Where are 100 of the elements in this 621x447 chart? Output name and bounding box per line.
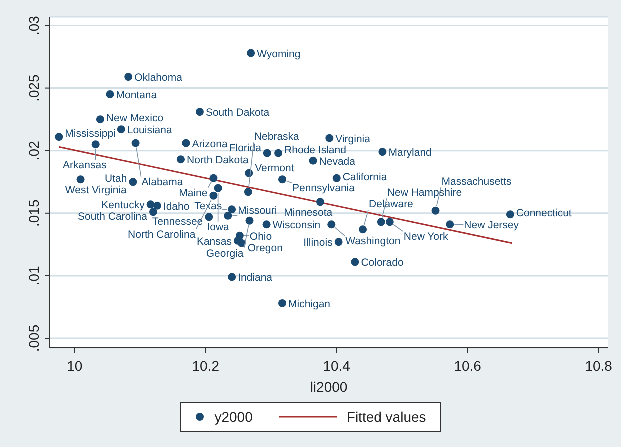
x-tick-label: 10 <box>67 358 83 374</box>
annotation: Missouri <box>238 204 278 217</box>
point <box>238 239 246 248</box>
point <box>228 206 236 214</box>
annotation: Oregon <box>248 242 284 254</box>
annotation: New Mexico <box>106 112 164 125</box>
annotation: Ohio <box>250 230 272 243</box>
point <box>146 200 155 209</box>
point <box>326 134 334 142</box>
annotation: Alabama <box>142 176 184 188</box>
x-axis-title: li2000 <box>310 379 348 395</box>
point <box>432 206 440 215</box>
annotation: Kentucky <box>102 200 146 212</box>
point <box>76 176 85 184</box>
point <box>96 116 104 124</box>
point <box>263 149 272 158</box>
annotation: Connecticut <box>516 208 572 220</box>
point <box>386 218 394 226</box>
point <box>328 220 336 229</box>
annotation: Indiana <box>238 272 273 284</box>
annotation: Nebraska <box>254 131 300 144</box>
point <box>182 139 190 148</box>
annotation: New Hampshire <box>387 187 462 200</box>
point <box>244 188 252 196</box>
point <box>153 202 162 210</box>
annotation: Arkansas <box>63 160 107 172</box>
annotation: Mississippi <box>65 128 116 140</box>
annotation: Illinois <box>304 237 333 250</box>
legend-label: Fitted values <box>346 409 426 425</box>
annotation: Rhode Island <box>284 144 347 156</box>
point <box>129 178 138 186</box>
annotation: Iowa <box>207 221 230 234</box>
y-tick-label: .025 <box>26 74 42 102</box>
point <box>55 133 64 142</box>
point <box>278 299 286 308</box>
annotation: Georgia <box>206 248 244 260</box>
y-tick-label: .01 <box>26 266 42 286</box>
annotation: South Dakota <box>206 107 270 120</box>
annotation: North Carolina <box>128 228 196 241</box>
point <box>278 176 286 184</box>
annotation: Utah <box>104 173 128 186</box>
point <box>92 140 100 149</box>
annotation: Louisiana <box>127 124 172 137</box>
point <box>378 148 387 156</box>
point <box>309 156 318 165</box>
annotation: South Carolina <box>78 211 148 224</box>
point <box>246 216 254 225</box>
y-tick-label: .005 <box>26 324 42 352</box>
annotation: Massachusetts <box>442 176 512 188</box>
point <box>210 174 218 182</box>
annotation: Delaware <box>369 198 414 211</box>
annotation: Washington <box>346 236 401 248</box>
point <box>446 220 454 229</box>
point <box>228 273 236 282</box>
point <box>506 210 514 219</box>
annotation: Tennessee <box>152 216 204 228</box>
point <box>176 156 185 164</box>
annotation: New York <box>404 231 450 244</box>
annotation: Arizona <box>192 138 228 150</box>
point <box>117 126 126 134</box>
annotation: Vermont <box>255 162 294 174</box>
annotation: Colorado <box>361 257 404 270</box>
point <box>262 220 271 229</box>
annotation: California <box>342 171 388 184</box>
annotation: Wisconsin <box>272 220 321 232</box>
x-tick-label: 10.4 <box>323 358 351 374</box>
x-tick-label: 10.8 <box>585 358 613 374</box>
annotation: Kansas <box>196 236 232 248</box>
legend-label: y2000 <box>214 409 253 425</box>
point <box>196 108 204 116</box>
annotation: Montana <box>116 90 158 102</box>
annotation: Maryland <box>388 147 432 160</box>
annotation: Nevada <box>319 156 356 168</box>
annotation: Pennsylvania <box>292 182 356 195</box>
point <box>132 139 140 148</box>
annotation: Idaho <box>163 200 190 213</box>
annotation: Wyoming <box>257 48 301 60</box>
point <box>334 238 343 246</box>
x-tick-label: 10.2 <box>192 358 220 374</box>
point <box>106 90 114 99</box>
y-tick-label: .015 <box>26 200 42 228</box>
annotation: Oklahoma <box>134 72 183 84</box>
annotation: New Jersey <box>464 220 520 232</box>
point <box>359 226 368 234</box>
annotation: North Dakota <box>186 154 250 167</box>
y-tick-label: .03 <box>26 16 42 36</box>
point <box>224 212 232 220</box>
point <box>316 198 324 206</box>
point <box>351 258 360 266</box>
annotation: Virginia <box>336 133 371 146</box>
point <box>149 208 158 216</box>
point <box>205 213 214 222</box>
point <box>377 218 386 226</box>
point <box>247 49 256 58</box>
annotation: Florida <box>229 142 262 154</box>
y-tick-label: .02 <box>26 140 42 161</box>
point <box>332 174 341 182</box>
annotation: Michigan <box>288 298 331 310</box>
annotation: Minnesota <box>284 207 333 220</box>
point <box>214 184 222 192</box>
